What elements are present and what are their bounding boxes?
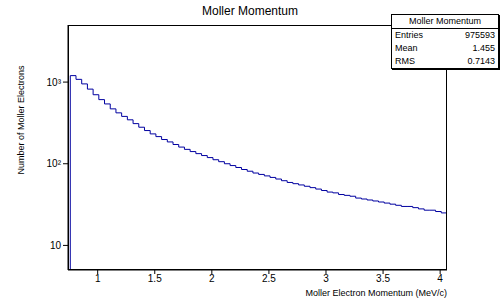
html-text:975593: 975593	[465, 30, 495, 40]
svg-text:2: 2	[209, 273, 215, 284]
svg-text:2.5: 2.5	[262, 273, 276, 284]
svg-text:3: 3	[323, 273, 329, 284]
svg-text:Moller Electron Momentum (MeV/: Moller Electron Momentum (MeV/c)	[305, 288, 447, 298]
html-text:Mean: Mean	[395, 43, 418, 53]
html-text:1.455: 1.455	[472, 43, 495, 53]
svg-text:1: 1	[95, 273, 101, 284]
svg-text:Number of Moller Electrons: Number of Moller Electrons	[16, 65, 26, 175]
svg-text:1.5: 1.5	[148, 273, 162, 284]
svg-text:Moller Momentum: Moller Momentum	[202, 4, 298, 18]
html-text:Moller Momentum: Moller Momentum	[409, 16, 481, 26]
svg-text:3.5: 3.5	[376, 273, 390, 284]
html-text:Entries: Entries	[395, 30, 423, 40]
html-text:0.7143: 0.7143	[467, 56, 495, 66]
svg-text:10²: 10²	[47, 158, 62, 169]
svg-text:10³: 10³	[47, 77, 62, 88]
svg-text:10: 10	[50, 240, 62, 251]
svg-text:4: 4	[437, 273, 443, 284]
html-text:RMS: RMS	[395, 56, 415, 66]
